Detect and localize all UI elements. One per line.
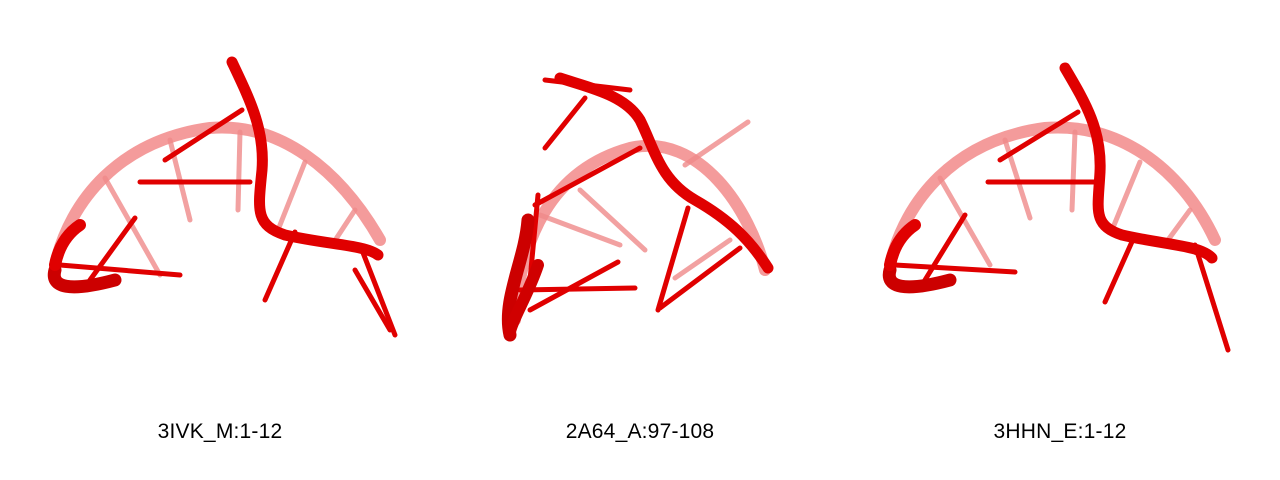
structure-panel-1: 3IVK_M:1-12 xyxy=(10,0,430,480)
rna-structure-image-1 xyxy=(47,56,398,338)
rna-structure-image-2 xyxy=(501,72,774,342)
structure-panel-3: 3HHN_E:1-12 xyxy=(850,0,1270,480)
structure-caption-1: 3IVK_M:1-12 xyxy=(157,420,283,443)
rna-structure-image-3 xyxy=(882,62,1231,353)
structure-caption-3: 3HHN_E:1-12 xyxy=(993,420,1127,443)
structure-caption-2: 2A64_A:97-108 xyxy=(565,420,715,443)
structure-panel-2: 2A64_A:97-108 xyxy=(430,0,850,480)
